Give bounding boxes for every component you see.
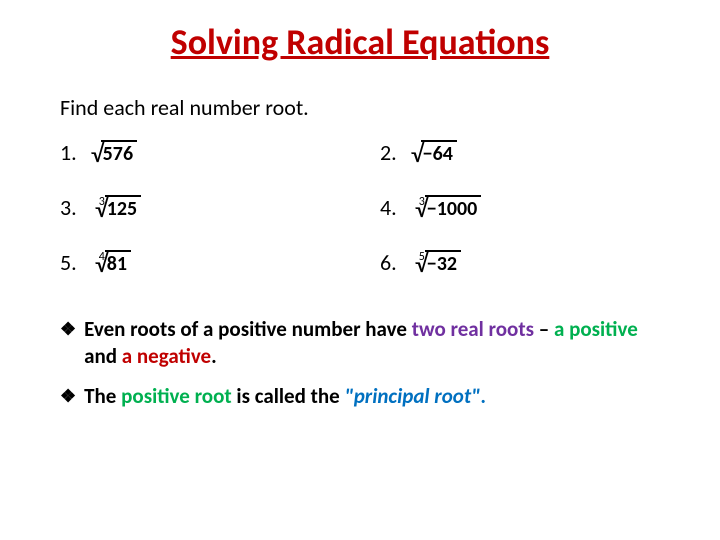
bullet-text-1: Even roots of a positive number have two…: [84, 316, 660, 371]
problem-6: 6. 5 √ −32: [380, 249, 660, 276]
text-span: positive root: [121, 383, 232, 409]
radical-expr: 5 √ −32: [411, 250, 461, 276]
text-span: The: [84, 383, 121, 409]
problem-number: 1.: [60, 139, 77, 166]
text-span: is called the: [232, 383, 345, 409]
text-span: –: [534, 316, 554, 342]
problem-number: 4.: [380, 194, 397, 221]
text-span: Even roots of a positive number have: [84, 316, 412, 342]
radicand: 576: [101, 140, 137, 166]
bullet-text-2: The positive root is called the "princip…: [84, 383, 660, 410]
radicand: 81: [105, 250, 131, 276]
problem-1: 1. √ 576: [60, 139, 340, 166]
problem-number: 6.: [380, 249, 397, 276]
bullet-list: ❖ Even roots of a positive number have t…: [60, 316, 660, 410]
radical-expr: 3 √ −1000: [411, 195, 482, 221]
text-span: a positive: [554, 316, 638, 342]
problem-5: 5. 4 √ 81: [60, 249, 340, 276]
problem-number: 2.: [380, 139, 397, 166]
root-index: 3: [419, 195, 425, 209]
root-index: 3: [99, 195, 105, 209]
radicand: −32: [425, 250, 461, 276]
text-span: .: [211, 343, 217, 369]
text-span: and: [84, 343, 122, 369]
root-index: 5: [419, 250, 425, 264]
bullet-2: ❖ The positive root is called the "princ…: [60, 383, 660, 410]
text-span: .: [480, 383, 486, 409]
text-span: two real roots: [412, 316, 534, 342]
radical-expr: √ −64: [411, 140, 457, 166]
problem-2: 2. √ −64: [380, 139, 660, 166]
radical-expr: √ 576: [91, 140, 137, 166]
bullet-1: ❖ Even roots of a positive number have t…: [60, 316, 660, 371]
problem-4: 4. 3 √ −1000: [380, 194, 660, 221]
radicand: 125: [105, 195, 141, 221]
instruction-text: Find each real number root.: [60, 94, 660, 121]
diamond-icon: ❖: [60, 318, 76, 341]
text-span: a negative: [122, 343, 211, 369]
problem-3: 3. 3 √ 125: [60, 194, 340, 221]
radicand: −64: [421, 140, 457, 166]
page-title: Solving Radical Equations: [60, 20, 660, 64]
text-span: "principal root": [345, 383, 481, 409]
radical-expr: 4 √ 81: [91, 250, 131, 276]
diamond-icon: ❖: [60, 385, 76, 408]
problem-number: 3.: [60, 194, 77, 221]
radicand: −1000: [425, 195, 482, 221]
problem-number: 5.: [60, 249, 77, 276]
problems-grid: 1. √ 576 2. √ −64 3. 3 √ 125 4. 3 √ −100…: [60, 139, 660, 276]
root-index: 4: [99, 250, 105, 264]
radical-expr: 3 √ 125: [91, 195, 141, 221]
